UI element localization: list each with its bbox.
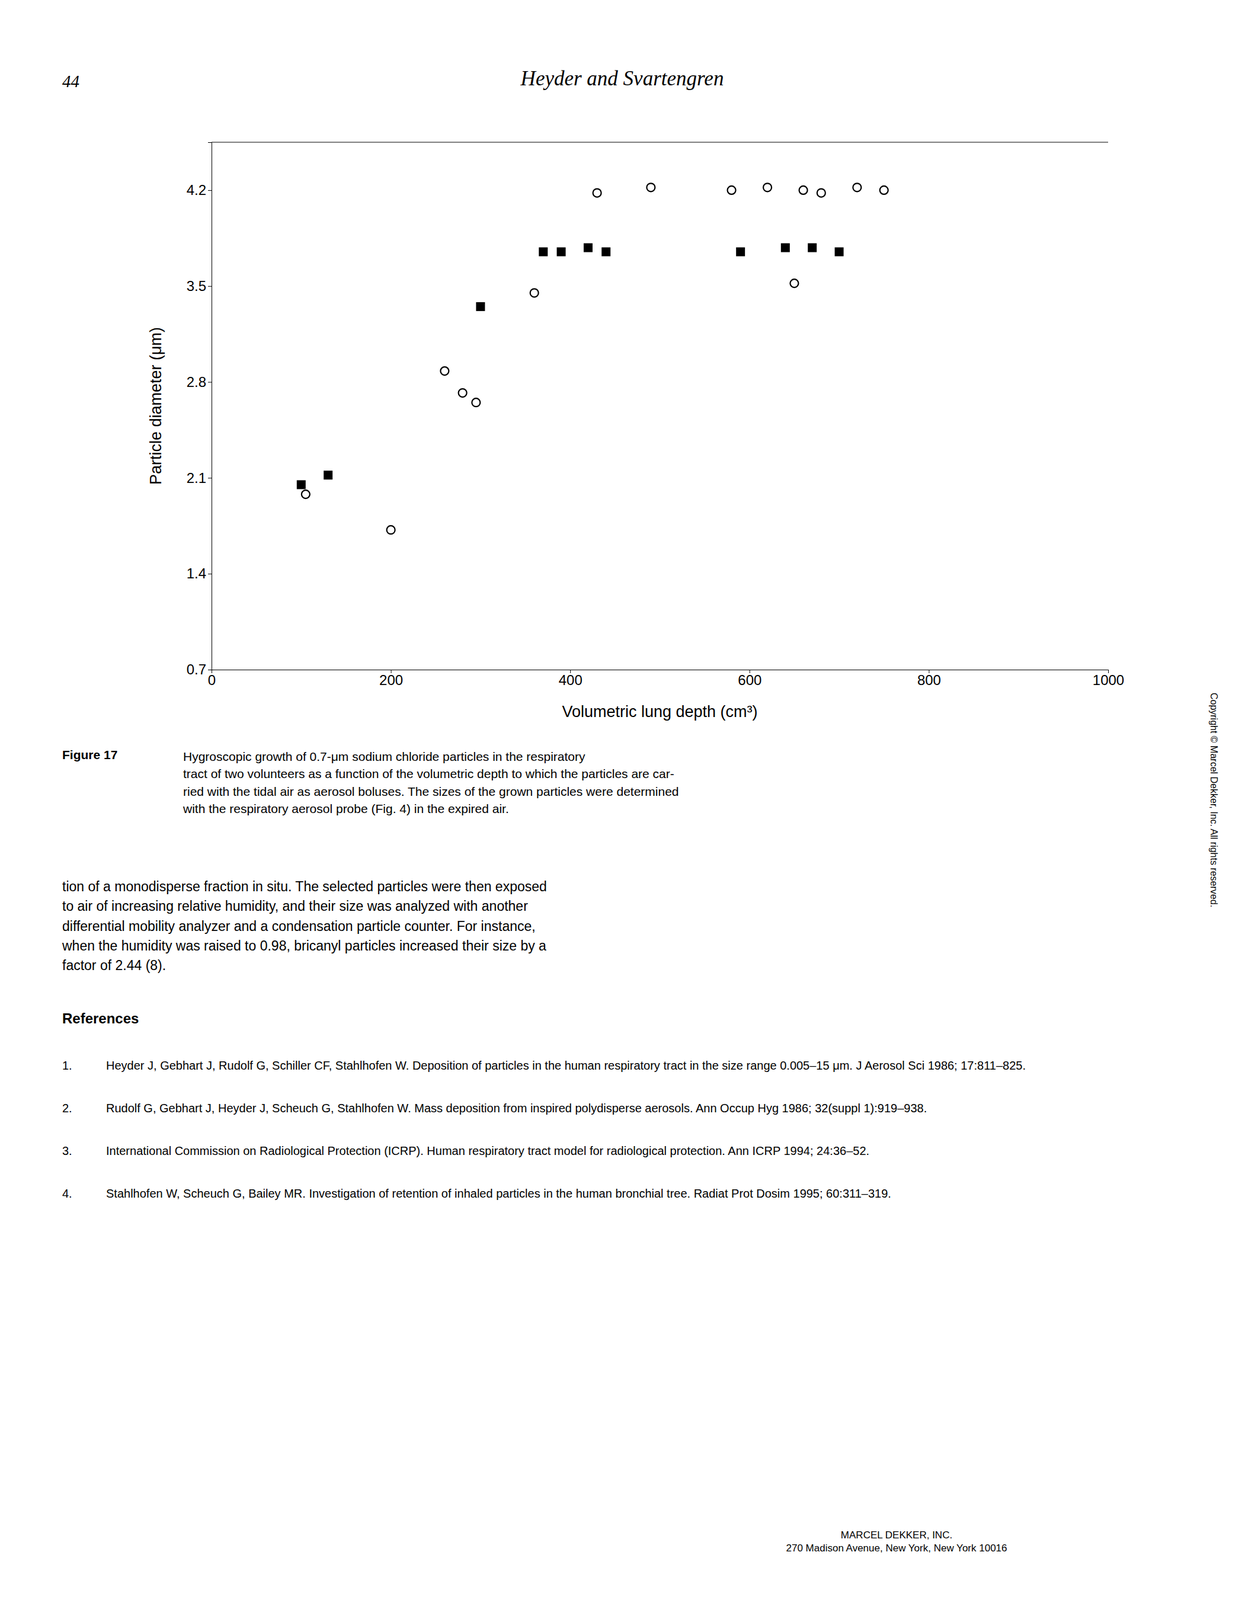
references: 1.Heyder J, Gebhart J, Rudolf G, Schille… [62,1057,1147,1229]
figure-caption: Hygroscopic growth of 0.7-μm sodium chlo… [183,747,680,818]
point [530,288,539,297]
body-text: tion of a monodisperse fraction in situ.… [62,877,547,976]
x-axis-title: Volumetric lung depth (cm³) [561,702,758,721]
x-axis-tick: 600 [737,669,762,688]
reference: 3.International Commission on Radiologic… [62,1143,1147,1159]
point [601,247,611,256]
reference-text: Stahlhofen W, Scheuch G, Bailey MR. Inve… [106,1185,1147,1202]
x-axis-tick-label: 400 [558,671,583,688]
y-axis-tick-label: 2.8 [186,373,207,390]
x-axis-tick: 200 [379,669,403,688]
point [817,189,826,198]
copyright: Copyright © Marcel Dekker, Inc. All righ… [1208,692,1219,908]
reference-number: 2. [62,1100,107,1116]
chart: 0 200 400 600 800 1000 0.7 1.4 2.1 2.8 3.5 4.2 Volum… [0,0,1245,729]
x-axis-tick: 800 [917,669,942,688]
x-axis-tick: 0 [207,669,216,688]
x-axis-tick-label: 600 [737,671,762,688]
point [789,279,799,288]
reference-text: International Commission on Radiological… [106,1143,1147,1159]
reference: 1.Heyder J, Gebhart J, Rudolf G, Schille… [62,1057,1147,1074]
y-axis: 0.7 1.4 2.1 2.8 3.5 4.2 [186,142,213,678]
point [440,366,449,376]
page-number: 44 [62,71,80,92]
page-header: Heyder and Svartengren [520,66,725,91]
reference-number: 4. [62,1185,107,1202]
point [323,470,333,480]
y-axis-tick: 1.4 [186,565,212,582]
y-axis-tick-mark [207,477,212,479]
x-axis-line [212,670,1109,674]
point [852,183,862,192]
reference-number: 1. [62,1057,107,1074]
point [646,183,655,192]
x-axis: 0 200 400 600 800 1000 [207,669,1125,688]
y-axis-tick: 2.8 [186,373,212,390]
y-axis-tick-label: 1.4 [186,565,207,582]
y-axis-tick: 3.5 [186,277,212,294]
point [807,243,817,253]
y-axis-tick-label: 4.2 [186,181,207,198]
y-axis-title: Particle diameter (μm) [146,327,165,485]
footer: MARCEL DEKKER, INC. 270 Madison Avenue, … [785,1528,1007,1555]
point [879,186,889,195]
y-axis-tick-mark [207,669,212,671]
y-axis-tick: 0.7 [186,661,212,678]
point [763,183,772,192]
point [386,525,396,534]
point [557,247,566,256]
point [583,243,593,253]
reference-number: 3. [62,1143,107,1159]
marks [296,183,889,534]
point [593,189,602,198]
point [301,490,310,499]
y-axis-line [207,142,213,671]
point [471,398,480,407]
plot-frame-top [211,142,1109,143]
x-axis-tick-label: 1000 [1092,671,1125,688]
point [727,186,736,195]
y-axis-tick-mark [207,286,212,287]
series [301,183,889,534]
y-axis-tick-mark [207,573,212,575]
y-axis-tick: 2.1 [186,469,212,486]
x-axis-tick: 400 [558,669,583,688]
x-axis-tick-label: 0 [207,671,216,688]
y-axis-tick-label: 2.1 [186,469,207,486]
point [735,247,745,256]
page: { "header": "Heyder and Svartengren", "p… [0,0,1245,1600]
point [475,302,485,312]
point [296,479,306,489]
y-axis-tick-label: 0.7 [186,661,207,678]
x-axis-tick-label: 200 [379,671,403,688]
point [834,247,844,256]
reference: 4.Stahlhofen W, Scheuch G, Bailey MR. In… [62,1185,1147,1202]
point [458,388,467,398]
y-axis-tick-mark [207,382,212,383]
references-title: References [62,1010,139,1027]
point [799,186,808,195]
point [538,247,548,256]
y-axis-tick-label: 3.5 [186,277,207,294]
y-axis-tick: 4.2 [186,181,212,198]
y-axis-tick-mark [207,190,212,191]
x-axis-tick: 1000 [1092,669,1125,688]
reference-text: Heyder J, Gebhart J, Rudolf G, Schiller … [106,1057,1147,1074]
reference-text: Rudolf G, Gebhart J, Heyder J, Scheuch G… [106,1100,1147,1116]
figure-label: Figure 17 [62,747,118,763]
point [781,243,790,253]
series [296,243,844,490]
x-axis-tick-label: 800 [917,671,942,688]
reference: 2.Rudolf G, Gebhart J, Heyder J, Scheuch… [62,1100,1147,1116]
